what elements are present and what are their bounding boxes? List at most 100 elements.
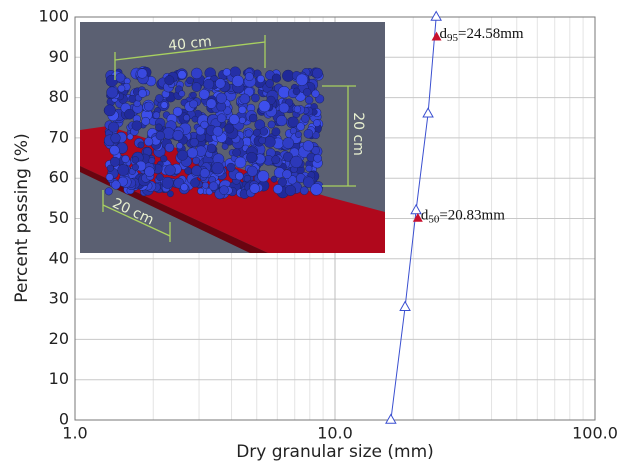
particle [161, 102, 168, 109]
particle [258, 171, 269, 182]
particle [240, 94, 250, 104]
particle [306, 165, 313, 172]
particle [207, 144, 216, 153]
particle [142, 117, 150, 125]
particle [111, 133, 121, 143]
particle [216, 93, 226, 103]
particle [149, 157, 155, 163]
particle [107, 87, 118, 98]
particle [138, 89, 146, 97]
particle [217, 114, 226, 123]
particle [138, 142, 144, 148]
y-tick-label: 80 [49, 87, 69, 106]
particle [110, 145, 120, 155]
annotation: d50=20.83mm [421, 208, 505, 225]
y-tick-label: 20 [49, 329, 69, 348]
particle [165, 165, 176, 176]
particle [213, 126, 223, 136]
particle [303, 88, 311, 96]
annotation-part: 50 [428, 213, 440, 225]
particle [144, 102, 153, 111]
y-tick-label: 70 [49, 127, 69, 146]
particle [202, 182, 208, 188]
particle [279, 103, 289, 113]
particle [232, 75, 243, 86]
particle [303, 141, 314, 152]
particle [283, 138, 294, 149]
particle [144, 167, 154, 177]
y-tick-label: 30 [49, 289, 69, 308]
particle [144, 137, 153, 146]
particle [156, 131, 165, 140]
particle [235, 157, 246, 168]
particle [250, 184, 260, 194]
particle [191, 92, 197, 98]
particle [235, 172, 243, 180]
particle [259, 137, 266, 144]
particle [249, 114, 257, 122]
y-tick-label: 10 [49, 369, 69, 388]
particle [247, 166, 257, 176]
particle [246, 152, 257, 163]
particle [153, 112, 160, 119]
particle [155, 94, 163, 102]
particle [129, 95, 137, 103]
particle [190, 138, 199, 147]
particle [229, 114, 239, 124]
particle [191, 68, 202, 79]
annotation: d95=24.58mm [440, 27, 524, 44]
data-point [431, 12, 441, 21]
particle [155, 124, 162, 131]
particle [189, 100, 197, 108]
particle [276, 115, 287, 126]
particle [183, 115, 189, 121]
particle [225, 124, 234, 133]
particle [165, 143, 174, 152]
particle [200, 168, 209, 177]
particle [227, 163, 236, 172]
particle [122, 155, 130, 163]
particle [118, 164, 129, 175]
particle [192, 116, 198, 122]
particle [132, 164, 138, 170]
y-tick-label: 40 [49, 248, 69, 267]
particle [296, 74, 308, 86]
particle [293, 88, 300, 95]
particle [105, 188, 112, 195]
annotation-part: =20.83mm [439, 208, 505, 224]
y-tick-label: 50 [49, 208, 69, 227]
particle [297, 123, 305, 131]
data-point [411, 205, 421, 214]
particle [125, 109, 135, 119]
particle [160, 155, 167, 162]
y-axis-label: Percent passing (%) [12, 133, 32, 302]
particle [173, 130, 183, 140]
particle [176, 143, 182, 149]
y-tick-label: 100 [38, 7, 69, 26]
particle [239, 106, 247, 114]
particle [104, 105, 115, 116]
particle [118, 85, 125, 92]
particle [219, 186, 228, 195]
particle [301, 115, 309, 123]
particle [245, 72, 253, 80]
particle [264, 136, 275, 147]
particle [312, 68, 322, 78]
y-tick-label: 60 [49, 168, 69, 187]
particle [215, 78, 225, 88]
particle [181, 183, 188, 190]
particle [239, 117, 246, 124]
x-tick-label: 10.0 [317, 424, 353, 443]
particle [314, 154, 322, 162]
particle [178, 70, 187, 79]
particle [251, 94, 259, 102]
particle [290, 156, 302, 168]
particle [285, 185, 296, 196]
particle [232, 149, 240, 157]
particle [173, 107, 182, 116]
particle [300, 187, 308, 195]
particle [186, 77, 193, 84]
particle [271, 176, 277, 182]
particle [295, 131, 301, 137]
particle [260, 128, 268, 136]
